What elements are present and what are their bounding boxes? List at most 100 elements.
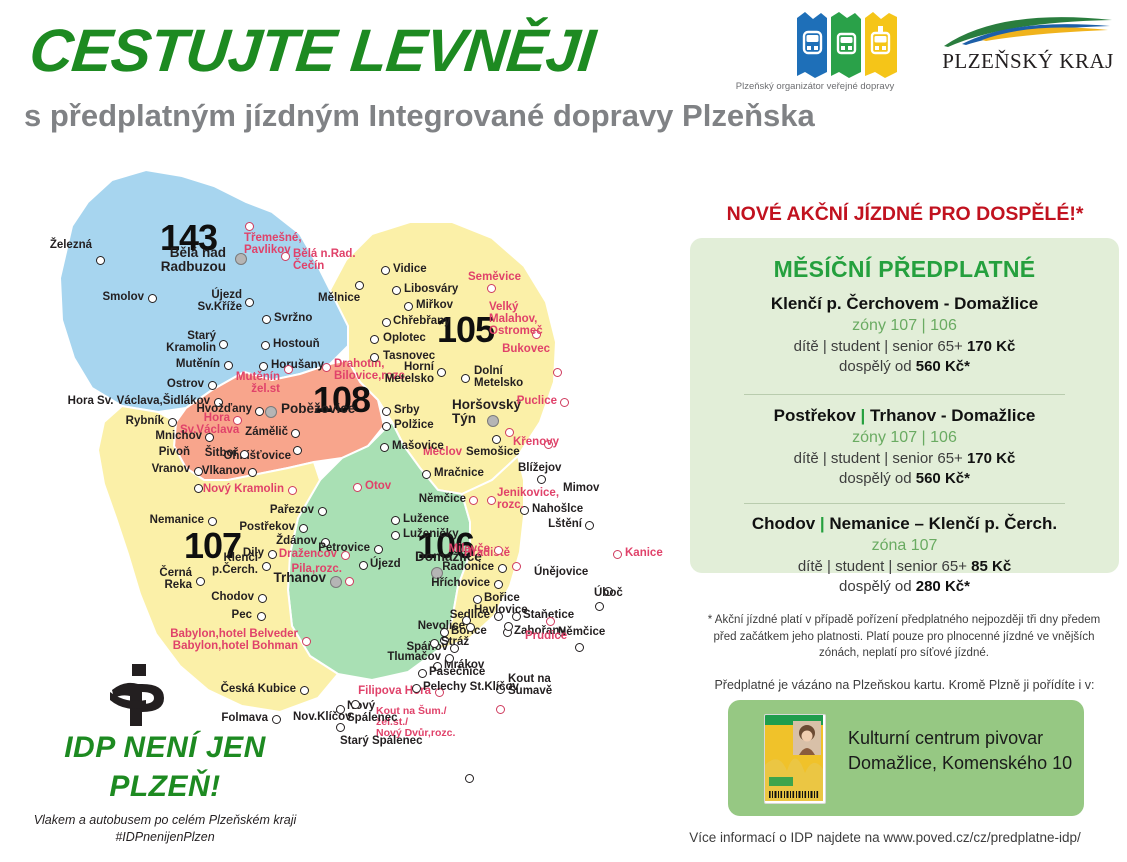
- town-dot-domazlice[interactable]: [431, 567, 443, 579]
- place-dot-hostoun[interactable]: [261, 341, 270, 350]
- place-dot-pelechy[interactable]: [412, 684, 421, 693]
- place-dot-hvozdany[interactable]: [255, 407, 264, 416]
- place-dot-novy-kramolin[interactable]: [288, 486, 297, 495]
- place-dot-meclov[interactable]: [505, 428, 514, 437]
- place-dot-spare[interactable]: [465, 774, 474, 783]
- place-dot-nahoslce[interactable]: [520, 506, 529, 515]
- place-dot-mnichov[interactable]: [205, 433, 214, 442]
- place-dot-stanetice[interactable]: [512, 612, 521, 621]
- place-dot-ujezd-sv-krize[interactable]: [245, 298, 254, 307]
- place-dot-pasecnice[interactable]: [418, 669, 427, 678]
- place-dot-rybnik[interactable]: [168, 418, 177, 427]
- town-dot-trhanov[interactable]: [330, 576, 342, 588]
- place-dot-puclice[interactable]: [560, 398, 569, 407]
- place-dot-ujezd[interactable]: [359, 561, 368, 570]
- place-dot-sitbor[interactable]: [240, 450, 249, 459]
- place-dot-pila-rozc[interactable]: [345, 577, 354, 586]
- place-dot-nemcice-105[interactable]: [575, 643, 584, 652]
- place-dot-uboc[interactable]: [595, 602, 604, 611]
- place-dot-radonice[interactable]: [498, 564, 507, 573]
- place-dot-sedlice[interactable]: [494, 612, 503, 621]
- place-dot-hrichovice[interactable]: [494, 580, 503, 589]
- place-dot-nevolice2[interactable]: [440, 636, 449, 645]
- place-dot-vlkanov[interactable]: [248, 468, 257, 477]
- place-dot-mutenin-zelst[interactable]: [284, 365, 293, 374]
- place-dot-srby[interactable]: [382, 407, 391, 416]
- town-dot-pobezovice[interactable]: [265, 406, 277, 418]
- place-dot-bukovec[interactable]: [553, 368, 562, 377]
- place-dot-ostrov[interactable]: [208, 381, 217, 390]
- place-dot-novy-spalenec-2[interactable]: [336, 723, 345, 732]
- place-dot-milavce[interactable]: [494, 546, 503, 555]
- place-dot-otov[interactable]: [353, 483, 362, 492]
- place-dot-melnice[interactable]: [355, 281, 364, 290]
- place-dot-postrekov[interactable]: [299, 524, 308, 533]
- place-dot-blizejov[interactable]: [537, 475, 546, 484]
- place-dot-mracnice[interactable]: [422, 470, 431, 479]
- place-dot-horni-metelsko[interactable]: [437, 368, 446, 377]
- place-dot-pivon[interactable]: [194, 467, 203, 476]
- place-dot-novy-spalenec-1[interactable]: [336, 705, 345, 714]
- place-dot-lsteni[interactable]: [585, 521, 594, 530]
- place-dot-ceska-kubice[interactable]: [300, 686, 309, 695]
- town-dot-bela-nad-radbuzou[interactable]: [235, 253, 247, 265]
- place-dot-babylon[interactable]: [302, 637, 311, 646]
- place-dot-nevolice-main[interactable]: [466, 623, 475, 632]
- zone-map[interactable]: 143 105 108 107 106 Bělá nad Radbuzou Pob…: [0, 150, 690, 790]
- place-dot-klenci-p-cerch[interactable]: [262, 562, 271, 571]
- place-dot-zelezna[interactable]: [96, 256, 105, 265]
- place-dot-hora-sv-vaclava[interactable]: [233, 416, 242, 425]
- place-dot-vidice[interactable]: [381, 266, 390, 275]
- place-dot-parezov[interactable]: [318, 507, 327, 516]
- place-dot-prudice[interactable]: [546, 617, 555, 626]
- place-dot-hora-sv-vaclava-sidlakov[interactable]: [214, 398, 223, 407]
- place-dot-filipova-hora[interactable]: [435, 688, 444, 697]
- place-dot-chodov[interactable]: [258, 594, 267, 603]
- place-dot-folmava[interactable]: [272, 715, 281, 724]
- place-dot-jenikovice[interactable]: [487, 496, 496, 505]
- more-info-link[interactable]: Více informací o IDP najdete na www.pove…: [689, 830, 1081, 845]
- place-dot-bela-n-rad[interactable]: [281, 252, 290, 261]
- place-dot-straz[interactable]: [430, 639, 439, 648]
- place-dot-stary-kramolin[interactable]: [219, 340, 228, 349]
- place-dot-mutenin[interactable]: [224, 361, 233, 370]
- place-dot-ohnistovice[interactable]: [293, 446, 302, 455]
- place-dot-krenovy[interactable]: [544, 440, 553, 449]
- place-dot-petrovice[interactable]: [374, 545, 383, 554]
- place-dot-smolov[interactable]: [148, 294, 157, 303]
- place-dot-nemanice[interactable]: [208, 517, 217, 526]
- place-dot-unejovice[interactable]: [604, 587, 613, 596]
- place-dot-tasnovec[interactable]: [370, 353, 379, 362]
- place-dot-luzenicky[interactable]: [391, 531, 400, 540]
- place-dot-cerna-reka[interactable]: [196, 577, 205, 586]
- place-dot-polzice[interactable]: [382, 422, 391, 431]
- place-dot-nov-klicov[interactable]: [351, 700, 360, 709]
- place-dot-mrakov[interactable]: [433, 662, 442, 671]
- place-dot-luzenice[interactable]: [391, 516, 400, 525]
- place-dot-velky-malahov[interactable]: [532, 330, 541, 339]
- place-dot-kout-na-sumave[interactable]: [496, 685, 505, 694]
- town-dot-horsovsky-tyn[interactable]: [487, 415, 499, 427]
- place-dot-oplotec[interactable]: [370, 335, 379, 344]
- place-dot-tlumacov[interactable]: [445, 654, 454, 663]
- place-dot-dily[interactable]: [268, 550, 277, 559]
- place-dot-drahotin-bilovice[interactable]: [322, 363, 331, 372]
- place-dot-semevice[interactable]: [487, 284, 496, 293]
- place-dot-horusany[interactable]: [259, 362, 268, 371]
- place-dot-zamelic[interactable]: [291, 429, 300, 438]
- place-dot-tremesne[interactable]: [245, 222, 254, 231]
- place-dot-nemcice-106[interactable]: [469, 496, 478, 505]
- place-dot-svrzno[interactable]: [262, 315, 271, 324]
- place-dot-vranov[interactable]: [194, 484, 203, 493]
- place-dot-hradiste[interactable]: [512, 562, 521, 571]
- place-dot-chrebrany[interactable]: [382, 318, 391, 327]
- place-dot-borice-1[interactable]: [473, 595, 482, 604]
- place-dot-zdanov[interactable]: [321, 538, 330, 547]
- place-dot-dolni-metelsko[interactable]: [461, 374, 470, 383]
- place-dot-semosice[interactable]: [492, 435, 501, 444]
- place-dot-mirkov[interactable]: [404, 302, 413, 311]
- place-dot-masovice[interactable]: [380, 443, 389, 452]
- place-dot-drazenov[interactable]: [341, 551, 350, 560]
- place-dot-kanice[interactable]: [613, 550, 622, 559]
- place-dot-kout-zelst[interactable]: [496, 705, 505, 714]
